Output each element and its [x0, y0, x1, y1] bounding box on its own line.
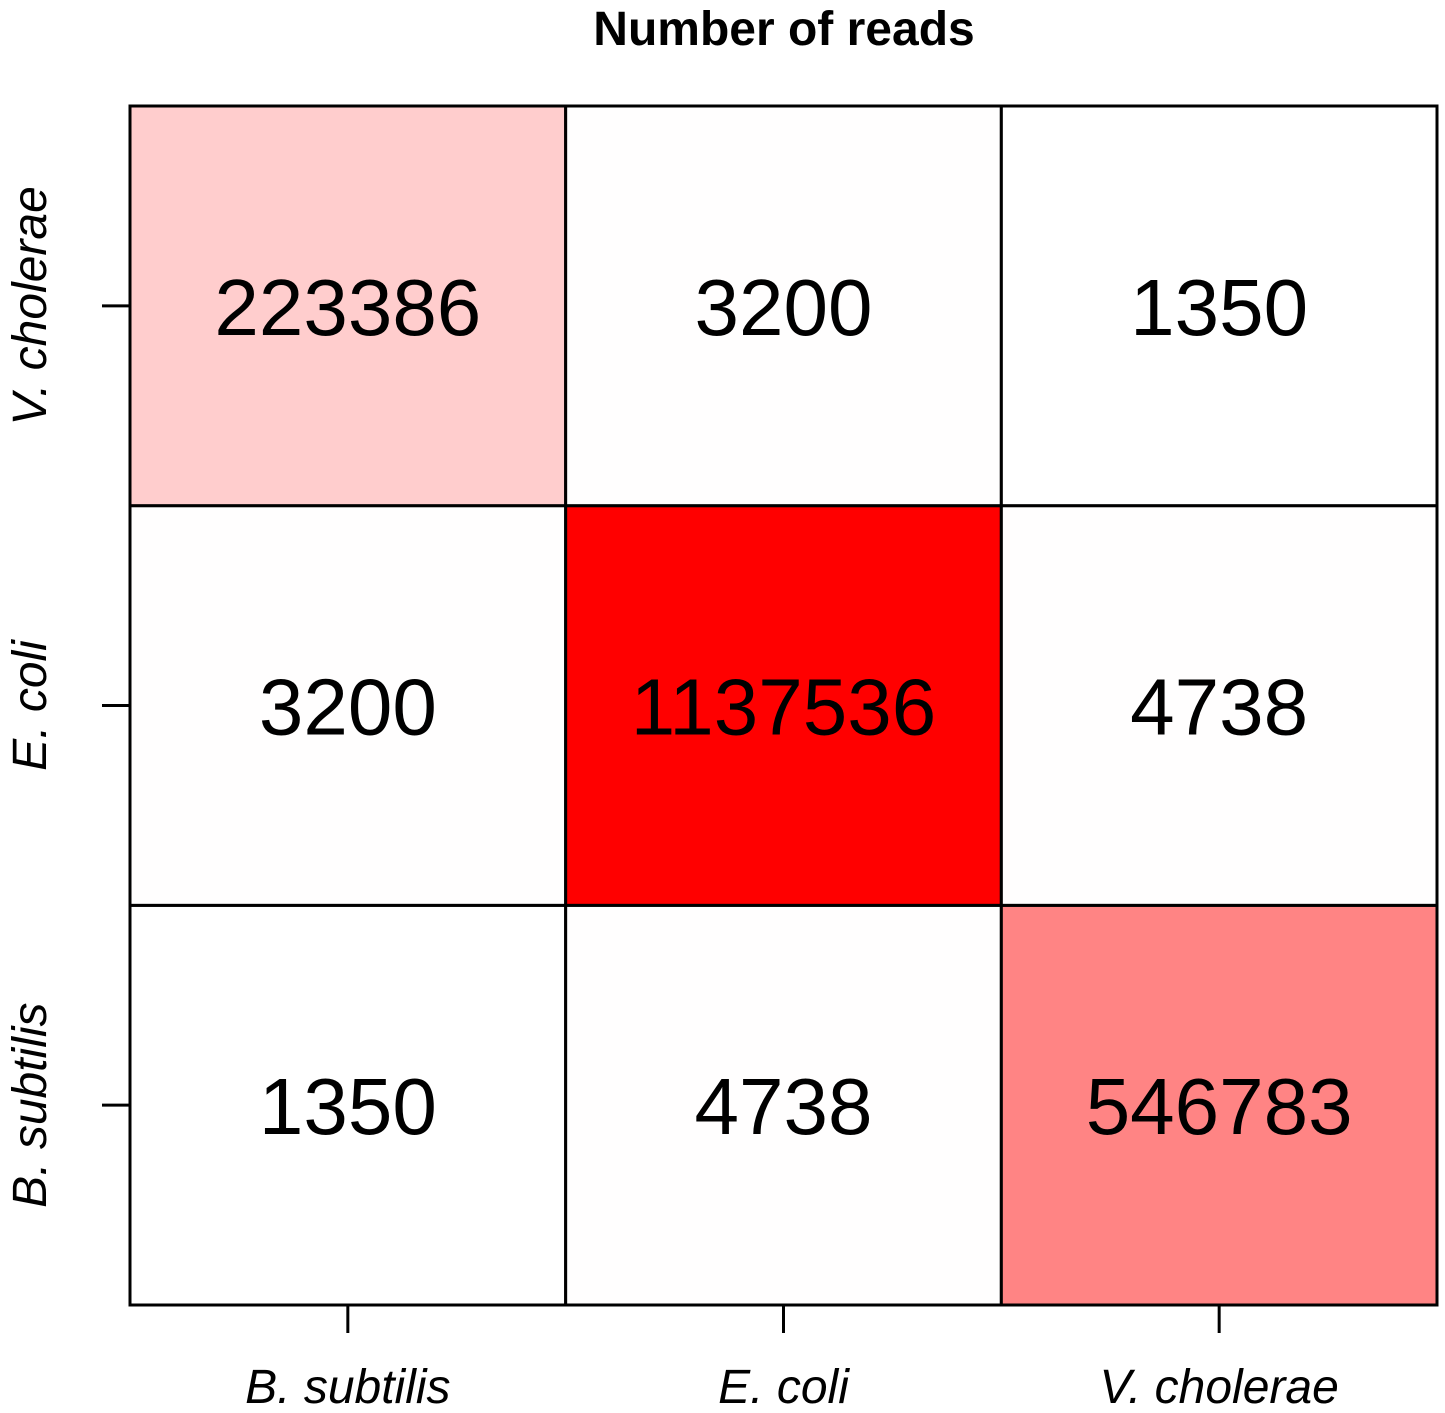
cell-labels: 1350 4738 546783 3200 1137536 4738 223386 3200 1…	[214, 263, 1352, 1151]
heatmap-cells	[128, 104, 1439, 1307]
x-tick-label: V. cholerae	[1100, 1361, 1339, 1413]
x-axis: B. subtilis E. coli V. cholerae	[245, 1305, 1339, 1413]
x-tick-label: E. coli	[718, 1361, 850, 1413]
x-tick-label: B. subtilis	[245, 1361, 450, 1413]
y-axis: B. subtilis E. coli V. cholerae	[4, 186, 130, 1208]
y-tick-label: E. coli	[4, 639, 57, 771]
cell-value-label: 3200	[259, 663, 437, 752]
heatmap-cell-e-coli-b-subtilis	[128, 504, 568, 907]
cell-value-label: 4738	[1130, 663, 1308, 752]
cell-value-label: 3200	[695, 263, 873, 352]
heatmap-cell-v-cholerae-v-cholerae	[999, 104, 1439, 508]
heatmap-cell-v-cholerae-b-subtilis	[128, 104, 568, 508]
heatmap-cell-b-subtilis-b-subtilis	[128, 903, 568, 1307]
cell-value-label: 223386	[214, 263, 481, 352]
heatmap-cell-v-cholerae-e-coli	[564, 104, 1003, 508]
cell-value-label: 546783	[1086, 1062, 1353, 1151]
y-tick-label: B. subtilis	[4, 1002, 57, 1207]
y-tick-label: V. cholerae	[4, 186, 57, 425]
heatmap-cell-e-coli-v-cholerae	[999, 504, 1439, 907]
cell-value-label: 1350	[259, 1062, 437, 1151]
cell-value-label: 4738	[695, 1062, 873, 1151]
cell-value-label: 1350	[1130, 263, 1308, 352]
heatmap-cell-b-subtilis-e-coli	[564, 903, 1003, 1307]
chart-title: Number of reads	[593, 3, 974, 56]
cell-value-label: 1137536	[631, 663, 937, 752]
heatmap-cell-e-coli-e-coli	[564, 504, 1003, 907]
